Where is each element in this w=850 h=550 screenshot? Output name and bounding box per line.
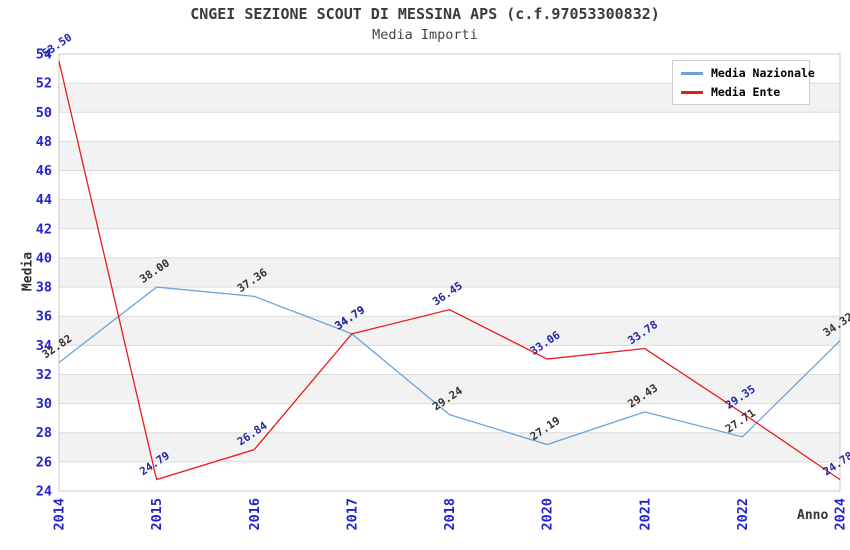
- y-tick-label: 32: [36, 367, 52, 383]
- x-tick-label: 2021: [637, 498, 653, 531]
- line-swatch-icon: [681, 90, 703, 94]
- x-tick-label: 2020: [540, 498, 556, 531]
- x-tick-label: 2018: [442, 498, 458, 531]
- y-tick-label: 44: [36, 192, 52, 208]
- legend: Media Nazionale Media Ente: [672, 60, 815, 105]
- x-axis-title: Anno: [797, 508, 829, 523]
- point-label: 32.82: [40, 332, 75, 361]
- x-tick-label: 2016: [247, 498, 263, 531]
- x-tick-label: 2024: [833, 498, 849, 531]
- y-tick-label: 36: [36, 309, 52, 325]
- y-tick-label: 30: [36, 396, 52, 412]
- x-tick-label: 2014: [52, 498, 68, 531]
- legend-label: Media Nazionale: [711, 66, 815, 80]
- y-tick-label: 52: [36, 76, 52, 92]
- grid-band: [59, 199, 840, 229]
- legend-item-media-nazionale: Media Nazionale: [681, 66, 815, 80]
- y-tick-label: 34: [36, 338, 52, 354]
- plot-border: [58, 53, 841, 492]
- grid-band: [59, 257, 840, 288]
- x-tick-label: 2015: [149, 498, 165, 531]
- grid-band: [59, 316, 840, 346]
- y-tick-label: 40: [36, 250, 52, 266]
- y-axis-title: Media: [20, 251, 36, 292]
- y-tick-label: 26: [36, 454, 52, 470]
- y-tick-label: 38: [36, 280, 52, 296]
- y-tick-label: 48: [36, 134, 52, 150]
- chart-subtitle: Media Importi: [372, 27, 478, 43]
- chart-title: CNGEI SEZIONE SCOUT DI MESSINA APS (c.f.…: [190, 5, 660, 23]
- y-tick-label: 50: [36, 105, 52, 121]
- line-swatch-icon: [681, 71, 703, 75]
- grid-band: [59, 374, 840, 404]
- y-tick-label: 54: [36, 47, 52, 63]
- y-tick-label: 24: [36, 484, 52, 500]
- x-tick-label: 2022: [735, 498, 751, 531]
- y-tick-label: 28: [36, 425, 52, 441]
- grid-band: [59, 432, 840, 462]
- legend-label: Media Ente: [711, 85, 781, 99]
- grid-band: [59, 141, 840, 171]
- legend-item-media-ente: Media Ente: [681, 85, 801, 99]
- x-tick-label: 2017: [344, 498, 360, 531]
- y-tick-label: 46: [36, 163, 52, 179]
- y-tick-label: 42: [36, 221, 52, 237]
- series-line-media-ente: [58, 61, 841, 481]
- series-line-media-nazionale: [58, 286, 841, 446]
